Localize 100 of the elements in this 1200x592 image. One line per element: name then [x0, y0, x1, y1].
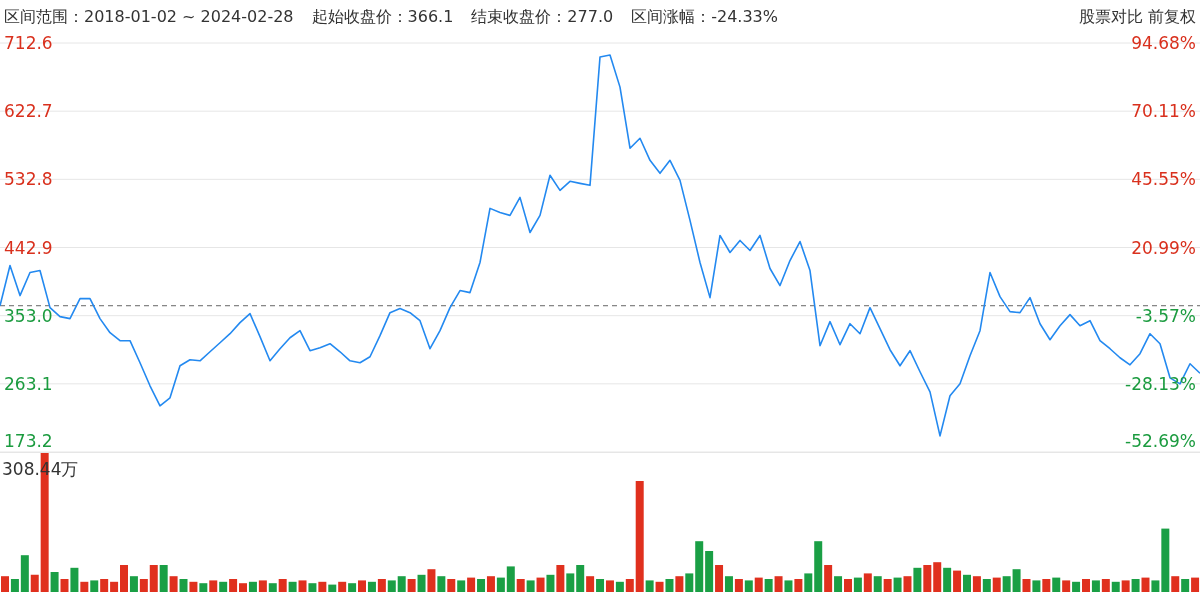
- bar: [734, 579, 743, 592]
- bar: [427, 569, 436, 592]
- bar: [536, 577, 545, 592]
- bar: [437, 576, 446, 592]
- bar: [655, 581, 664, 592]
- bar: [873, 576, 882, 592]
- bar: [229, 579, 238, 592]
- text: 股票对比 前复权: [1078, 7, 1196, 28]
- bar: [1022, 579, 1031, 592]
- bar: [715, 565, 724, 592]
- bar: [417, 574, 426, 592]
- bar: [50, 572, 59, 592]
- bar: [992, 577, 1001, 592]
- text: 区间范围：2018-01-02 ~ 2024-02-28: [4, 7, 294, 28]
- y-tick-label: 532.8: [4, 169, 53, 190]
- bar: [665, 579, 674, 592]
- bar: [774, 576, 783, 592]
- text: 区间涨幅：-24.33%: [631, 7, 778, 28]
- bar: [953, 570, 962, 592]
- bar: [824, 565, 833, 592]
- bar: [129, 576, 138, 592]
- text: 起始收盘价：366.1: [311, 7, 454, 28]
- bar: [913, 567, 922, 592]
- bar: [596, 579, 605, 592]
- bar: [268, 583, 277, 592]
- bar: [893, 577, 902, 592]
- bar: [318, 581, 327, 592]
- bar: [834, 576, 843, 592]
- bar: [754, 577, 763, 592]
- bar: [288, 581, 297, 592]
- bar: [675, 576, 684, 592]
- bar: [447, 579, 456, 592]
- bar: [784, 580, 793, 592]
- bar: [348, 583, 357, 592]
- bar: [556, 565, 565, 592]
- bar: [724, 576, 733, 592]
- bar: [486, 576, 495, 592]
- y-tick-label: 622.7: [4, 101, 53, 122]
- bar: [863, 573, 872, 592]
- bar: [139, 579, 148, 592]
- bar: [526, 580, 535, 592]
- y2-tick-label: 45.55%: [1131, 169, 1196, 190]
- bar: [1002, 576, 1011, 592]
- bar: [30, 574, 39, 592]
- bar: [308, 583, 317, 592]
- bar: [685, 573, 694, 592]
- bar: [645, 580, 654, 592]
- bar: [258, 580, 267, 592]
- bar: [1032, 580, 1041, 592]
- bar: [1062, 580, 1071, 592]
- bar: [506, 566, 515, 592]
- bar: [1091, 580, 1100, 592]
- bar: [883, 579, 892, 592]
- bar: [20, 555, 29, 592]
- bar: [943, 567, 952, 592]
- bar: [110, 581, 119, 592]
- bar: [982, 579, 991, 592]
- bar: [586, 576, 595, 592]
- bar: [853, 577, 862, 592]
- bar: [615, 581, 624, 592]
- bar: [1191, 577, 1200, 592]
- bar: [248, 581, 257, 592]
- bar: [298, 580, 307, 592]
- y2-tick-label: -3.57%: [1135, 305, 1196, 326]
- bar: [1131, 579, 1140, 592]
- bar: [516, 579, 525, 592]
- bar: [209, 580, 218, 592]
- bar: [70, 567, 79, 592]
- bar: [219, 581, 228, 592]
- y2-tick-label: -52.69%: [1125, 431, 1196, 451]
- bar: [635, 481, 644, 592]
- bar: [843, 579, 852, 592]
- y2-tick-label: 20.99%: [1131, 237, 1196, 258]
- bar: [1121, 580, 1130, 592]
- y-tick-label: 353.0: [4, 305, 53, 326]
- bar: [933, 562, 942, 592]
- bar: [962, 574, 971, 592]
- bar: [60, 579, 69, 592]
- bar: [1072, 581, 1081, 592]
- y2-tick-label: -28.13%: [1125, 373, 1196, 394]
- bar: [397, 576, 406, 592]
- bar: [605, 580, 614, 592]
- y-tick-label: 263.1: [4, 373, 53, 394]
- bar: [179, 579, 188, 592]
- text: 结束收盘价：277.0: [471, 7, 614, 28]
- bar: [744, 580, 753, 592]
- y2-tick-label: 94.68%: [1131, 33, 1196, 53]
- bar: [1052, 577, 1061, 592]
- bar: [159, 565, 168, 592]
- bar: [358, 580, 367, 592]
- bar: [407, 579, 416, 592]
- bar: [338, 581, 347, 592]
- bar: [1111, 581, 1120, 592]
- bar: [1012, 569, 1021, 592]
- y2-tick-label: 70.11%: [1131, 101, 1196, 122]
- bar: [10, 579, 19, 592]
- bar: [625, 579, 634, 592]
- bar: [1141, 577, 1150, 592]
- bar: [199, 583, 208, 592]
- bar: [328, 584, 337, 592]
